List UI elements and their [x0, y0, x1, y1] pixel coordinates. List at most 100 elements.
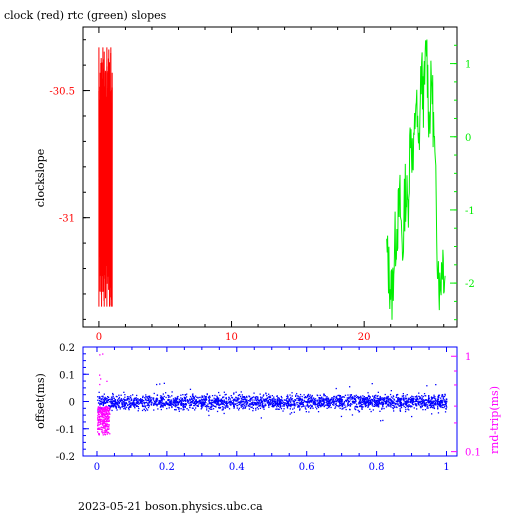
offset-point [257, 401, 259, 404]
offset-point [367, 403, 370, 405]
offset-point [369, 400, 371, 403]
offset-point [111, 397, 113, 399]
offset-point [390, 390, 392, 392]
rndtrip-point [102, 424, 104, 426]
offset-point [195, 399, 197, 401]
offset-point [238, 401, 240, 403]
offset-point [437, 406, 439, 408]
offset-point [300, 402, 302, 404]
offset-point [376, 403, 378, 406]
offset-point [123, 403, 125, 405]
offset-point [170, 401, 172, 403]
offset-point [172, 398, 175, 400]
offset-point [444, 401, 446, 403]
offset-point [225, 397, 227, 399]
offset-point [112, 392, 114, 395]
offset-point [326, 404, 329, 406]
offset-point [395, 400, 398, 402]
offset-point [120, 398, 122, 400]
offset-point [276, 404, 278, 407]
rndtrip-point [100, 428, 103, 431]
offset-point [116, 403, 118, 405]
offset-point [152, 404, 155, 406]
rndtrip-point [108, 407, 110, 410]
offset-point [279, 401, 281, 403]
offset-point [201, 402, 203, 404]
offset-point [307, 398, 310, 401]
rndtrip-point [108, 417, 110, 419]
offset-point [110, 401, 112, 404]
offset-point [343, 401, 346, 403]
offset-point [243, 396, 246, 398]
offset-point [361, 401, 363, 404]
offset-point [103, 393, 105, 395]
offset-point [186, 408, 188, 410]
offset-point [372, 395, 374, 397]
offset-point [322, 401, 324, 403]
offset-point [133, 402, 135, 404]
offset-point [278, 402, 281, 404]
offset-point [354, 398, 356, 400]
offset-point [339, 404, 341, 407]
offset-point [353, 395, 355, 397]
offset-point [427, 399, 429, 401]
offset-point [130, 395, 132, 397]
offset-point [322, 404, 324, 406]
offset-point [239, 401, 241, 403]
offset-point [125, 402, 127, 404]
rndtrip-point [104, 426, 106, 428]
offset-point [264, 403, 266, 405]
rndtrip-point [97, 428, 99, 430]
offset-point [116, 409, 118, 411]
offset-point [311, 399, 313, 401]
rndtrip-point [99, 406, 101, 408]
offset-point [227, 406, 229, 408]
offset-point [241, 404, 243, 406]
offset-point [277, 408, 279, 410]
offset-point [165, 401, 167, 404]
offset-point [441, 400, 443, 403]
offset-point [145, 399, 147, 401]
offset-point [246, 405, 248, 407]
offset-point [97, 396, 99, 398]
offset-point [117, 401, 119, 403]
rndtrip-point [104, 431, 107, 434]
offset-point [204, 400, 206, 403]
offset-point [297, 404, 300, 406]
offset-point [124, 407, 126, 409]
offset-point [214, 398, 216, 401]
offset-point [269, 400, 272, 402]
offset-point [221, 409, 223, 411]
offset-point [174, 401, 176, 403]
offset-point [107, 396, 109, 398]
offset-point [111, 399, 113, 401]
rndtrip-point [105, 418, 107, 420]
offset-point [189, 406, 191, 408]
offset-point [218, 391, 220, 394]
offset-point [298, 406, 300, 408]
offset-point [123, 398, 125, 400]
offset-point [341, 400, 343, 402]
rndtrip-point [102, 413, 104, 415]
offset-point [301, 395, 303, 398]
offset-point [405, 404, 407, 406]
offset-point [227, 405, 229, 407]
offset-point [332, 403, 334, 406]
offset-point [420, 400, 422, 402]
rndtrip-point [108, 419, 110, 421]
rndtrip-point [101, 431, 103, 433]
offset-point [391, 399, 393, 402]
offset-point [363, 403, 365, 405]
offset-point [326, 400, 328, 402]
offset-point [349, 386, 351, 388]
offset-point [417, 402, 420, 404]
offset-point [262, 407, 264, 409]
offset-point [166, 402, 169, 405]
offset-point [349, 405, 351, 407]
offset-point [187, 400, 190, 402]
offset-point [386, 396, 388, 398]
offset-point [119, 406, 121, 409]
offset-point [202, 404, 204, 406]
offset-point [182, 400, 184, 402]
